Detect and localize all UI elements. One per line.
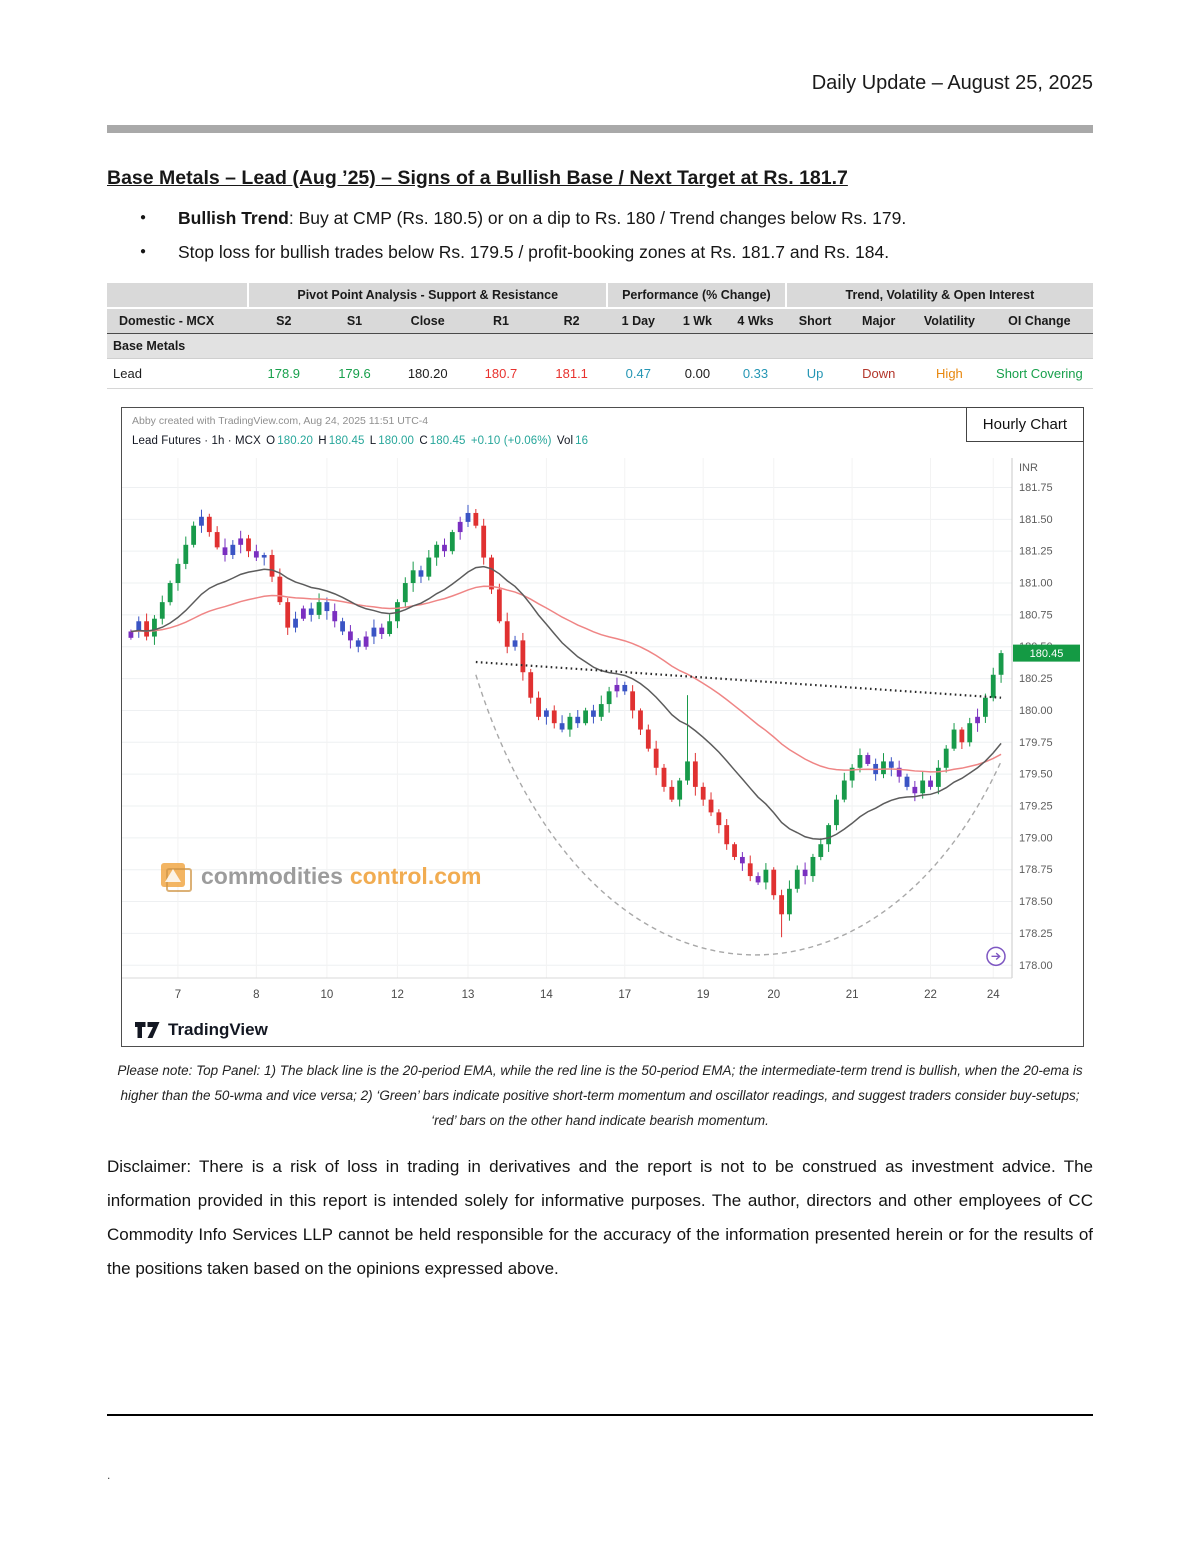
group-header-trend: Trend, Volatility & Open Interest <box>785 283 1093 309</box>
cell-r2: 181.1 <box>536 358 608 389</box>
svg-text:12: 12 <box>391 989 404 1001</box>
col-header-volatility: Volatility <box>913 308 986 334</box>
col-header-oi-change: OI Change <box>985 308 1093 334</box>
svg-text:181.00: 181.00 <box>1019 578 1053 590</box>
cell-volatility: High <box>913 358 986 389</box>
svg-text:20: 20 <box>767 989 780 1001</box>
col-header-short: Short <box>785 308 845 334</box>
svg-text:178.25: 178.25 <box>1019 928 1053 940</box>
cell-1day: 0.47 <box>607 358 670 389</box>
chart-symbol-line: Lead Futures · 1h · MCX O 180.20 H 180.45 … <box>132 435 589 447</box>
col-header-major: Major <box>844 308 914 334</box>
svg-text:181.75: 181.75 <box>1019 482 1053 494</box>
svg-text:19: 19 <box>697 989 710 1001</box>
svg-text:13: 13 <box>462 989 475 1001</box>
chart-canvas[interactable]: 178.00 178.25 178.50 178.75 179.00 179.25 179.… <box>122 458 1083 1018</box>
col-header-r1: R1 <box>465 308 537 334</box>
svg-text:180.25: 180.25 <box>1019 673 1053 685</box>
bullet-text: Stop loss for bullish trades below Rs. 1… <box>178 242 890 262</box>
col-header-s2: S2 <box>248 308 320 334</box>
cell-short-trend: Up <box>785 358 845 389</box>
pivot-table: Pivot Point Analysis - Support & Resista… <box>107 283 1093 389</box>
header-divider <box>107 125 1093 133</box>
cell-oi-change: Short Covering <box>985 358 1093 389</box>
tradingview-mark-icon <box>135 1022 160 1038</box>
svg-text:179.50: 179.50 <box>1019 769 1053 781</box>
svg-text:179.00: 179.00 <box>1019 832 1053 844</box>
cell-1wk: 0.00 <box>669 358 726 389</box>
svg-text:179.25: 179.25 <box>1019 801 1053 813</box>
group-header-pivot: Pivot Point Analysis - Support & Resista… <box>248 283 609 309</box>
footer-dot: . <box>107 1467 111 1482</box>
cell-commodity: Lead <box>107 358 249 389</box>
svg-text:181.50: 181.50 <box>1019 514 1053 526</box>
hourly-chart-label: Hourly Chart <box>965 407 1084 442</box>
group-header-performance: Performance (% Change) <box>607 283 787 309</box>
svg-text:INR: INR <box>1019 462 1038 474</box>
svg-text:21: 21 <box>846 989 859 1001</box>
svg-text:179.75: 179.75 <box>1019 737 1053 749</box>
cell-close: 180.20 <box>389 358 466 389</box>
report-page: Daily Update – August 25, 2025 Base Meta… <box>107 0 1093 1482</box>
table-row-lead: Lead 178.9 179.6 180.20 180.7 181.1 0.47… <box>107 358 1093 389</box>
svg-text:178.75: 178.75 <box>1019 864 1053 876</box>
bullet-rest-text: : Buy at CMP (Rs. 180.5) or on a dip to … <box>288 208 907 228</box>
col-header-1day: 1 Day <box>607 308 670 334</box>
cell-4wks: 0.33 <box>725 358 786 389</box>
section-row-base-metals: Base Metals <box>107 333 1093 359</box>
svg-text:14: 14 <box>540 989 553 1001</box>
disclaimer-text: Disclaimer: There is a risk of loss in t… <box>107 1156 1093 1278</box>
footer-divider <box>107 1413 1093 1416</box>
bullet-lead-text: Bullish Trend <box>178 208 289 228</box>
svg-text:181.25: 181.25 <box>1019 546 1053 558</box>
bullet-bullish-trend: Bullish Trend: Buy at CMP (Rs. 180.5) or… <box>140 208 1093 229</box>
svg-text:180.45: 180.45 <box>1030 648 1064 660</box>
tradingview-logo[interactable]: TradingView <box>134 1020 268 1040</box>
cell-s2: 178.9 <box>248 358 320 389</box>
col-header-s1: S1 <box>319 308 390 334</box>
summary-bullets: Bullish Trend: Buy at CMP (Rs. 180.5) or… <box>140 208 1093 263</box>
col-header-4wks: 4 Wks <box>725 308 786 334</box>
page-title: Base Metals – Lead (Aug ’25) – Signs of … <box>107 167 848 189</box>
svg-text:24: 24 <box>987 989 1000 1001</box>
svg-text:180.75: 180.75 <box>1019 609 1053 621</box>
svg-text:17: 17 <box>618 989 631 1001</box>
svg-text:8: 8 <box>253 989 259 1001</box>
col-header-close: Close <box>389 308 466 334</box>
svg-text:7: 7 <box>175 989 181 1001</box>
svg-text:178.50: 178.50 <box>1019 896 1053 908</box>
svg-text:10: 10 <box>321 989 334 1001</box>
cell-s1: 179.6 <box>319 358 390 389</box>
cell-major-trend: Down <box>844 358 914 389</box>
header-date: Daily Update – August 25, 2025 <box>811 72 1093 94</box>
bullet-stop-loss: Stop loss for bullish trades below Rs. 1… <box>140 242 1093 263</box>
group-header-empty <box>107 283 250 309</box>
tradingview-wordmark: TradingView <box>168 1020 268 1039</box>
svg-text:22: 22 <box>924 989 937 1001</box>
chart-note: Please note: Top Panel: 1) The black lin… <box>117 1063 1083 1128</box>
price-chart-panel: Abby created with TradingView.com, Aug 2… <box>121 407 1084 1047</box>
svg-text:178.00: 178.00 <box>1019 960 1053 972</box>
col-header-1wk: 1 Wk <box>669 308 726 334</box>
col-header-domestic-mcx: Domestic - MCX <box>107 308 249 334</box>
svg-text:180.00: 180.00 <box>1019 705 1053 717</box>
cell-r1: 180.7 <box>465 358 537 389</box>
col-header-r2: R2 <box>536 308 608 334</box>
chart-attribution: Abby created with TradingView.com, Aug 2… <box>132 415 429 427</box>
